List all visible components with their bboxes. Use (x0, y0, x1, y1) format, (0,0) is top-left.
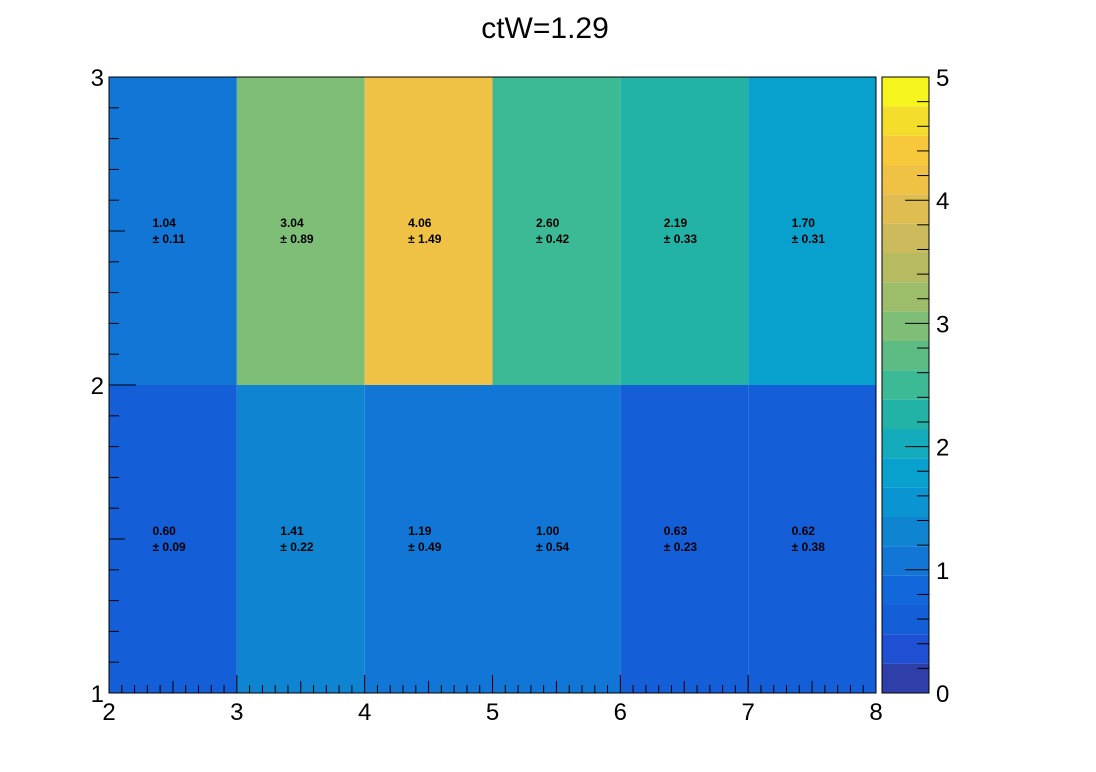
heatmap-cell (492, 385, 621, 693)
cell-value-label: 1.04 (152, 216, 176, 230)
x-tick-label: 2 (102, 699, 115, 726)
cell-value-label: 4.06 (408, 216, 432, 230)
x-tick-label: 8 (869, 699, 882, 726)
palette-band (882, 634, 929, 664)
heatmap-cell (109, 77, 237, 385)
cell-error-label: ± 0.23 (664, 540, 698, 554)
palette-tick-label: 0 (936, 681, 949, 708)
cell-value-label: 1.70 (792, 216, 816, 230)
cell-value-label: 3.04 (280, 216, 304, 230)
y-tick-label: 2 (91, 373, 104, 400)
heatmap-cell (748, 77, 876, 385)
heatmap-cells (109, 77, 876, 693)
cell-error-label: ± 0.89 (280, 232, 314, 246)
palette-tick-label: 1 (936, 558, 949, 585)
palette-band (882, 311, 929, 341)
heatmap-cell (236, 77, 365, 385)
palette-band (882, 370, 929, 400)
palette-band (882, 253, 929, 283)
cell-error-label: ± 0.31 (792, 232, 826, 246)
heatmap-cell (620, 385, 749, 693)
cell-value-label: 1.41 (280, 524, 304, 538)
cell-error-label: ± 0.33 (664, 232, 698, 246)
chart-title: ctW=1.29 (481, 12, 609, 45)
heatmap-cell (109, 385, 237, 693)
heatmap-cell (492, 77, 621, 385)
cell-error-label: ± 0.09 (152, 540, 186, 554)
cell-error-label: ± 0.49 (408, 540, 442, 554)
cell-error-label: ± 0.22 (280, 540, 314, 554)
cell-error-label: ± 0.11 (152, 232, 185, 246)
palette-band (882, 282, 929, 312)
palette-band (882, 223, 929, 253)
x-tick-label: 5 (486, 699, 499, 726)
heatmap-cell (620, 77, 749, 385)
cell-error-label: ± 0.54 (536, 540, 570, 554)
palette-band (882, 517, 929, 547)
palette-tick-label: 3 (936, 311, 949, 338)
palette-tick-label: 5 (936, 65, 949, 92)
cell-error-label: ± 0.42 (536, 232, 570, 246)
palette-band (882, 165, 929, 195)
palette-band (882, 399, 929, 429)
heatmap-cell (748, 385, 876, 693)
heatmap-cell (364, 385, 493, 693)
palette-band (882, 194, 929, 224)
palette-band (882, 605, 929, 635)
palette-tick-label: 2 (936, 435, 949, 462)
palette-band (882, 429, 929, 459)
palette-band (882, 106, 929, 136)
cell-value-label: 0.60 (152, 524, 176, 538)
x-tick-label: 4 (358, 699, 371, 726)
cell-value-label: 1.19 (408, 524, 432, 538)
palette-tick-label: 4 (936, 188, 949, 215)
cell-error-label: ± 1.49 (408, 232, 442, 246)
cell-value-label: 0.63 (664, 524, 688, 538)
color-palette: 0 1 2 3 4 5 (881, 65, 949, 708)
palette-band (882, 458, 929, 488)
cell-value-label: 2.60 (536, 216, 560, 230)
heatmap-cell-labels: 1.04 ± 0.11 3.04 ± 0.89 4.06 ± 1.49 2.60 ± 0.42… (152, 216, 825, 554)
y-tick-label: 3 (91, 65, 104, 92)
cell-error-label: ± 0.38 (792, 540, 826, 554)
cell-value-label: 2.19 (664, 216, 688, 230)
x-tick-label: 7 (741, 699, 754, 726)
y-tick-label: 1 (91, 681, 104, 708)
x-tick-label: 3 (230, 699, 243, 726)
heatmap-cell (364, 77, 493, 385)
palette-band (882, 546, 929, 576)
heatmap-cell (236, 385, 365, 693)
palette-band (882, 487, 929, 517)
cell-value-label: 1.00 (536, 524, 560, 538)
x-tick-label: 6 (614, 699, 627, 726)
cell-value-label: 0.62 (792, 524, 816, 538)
palette-band (882, 575, 929, 605)
palette-band (882, 341, 929, 371)
palette-band (882, 135, 929, 165)
